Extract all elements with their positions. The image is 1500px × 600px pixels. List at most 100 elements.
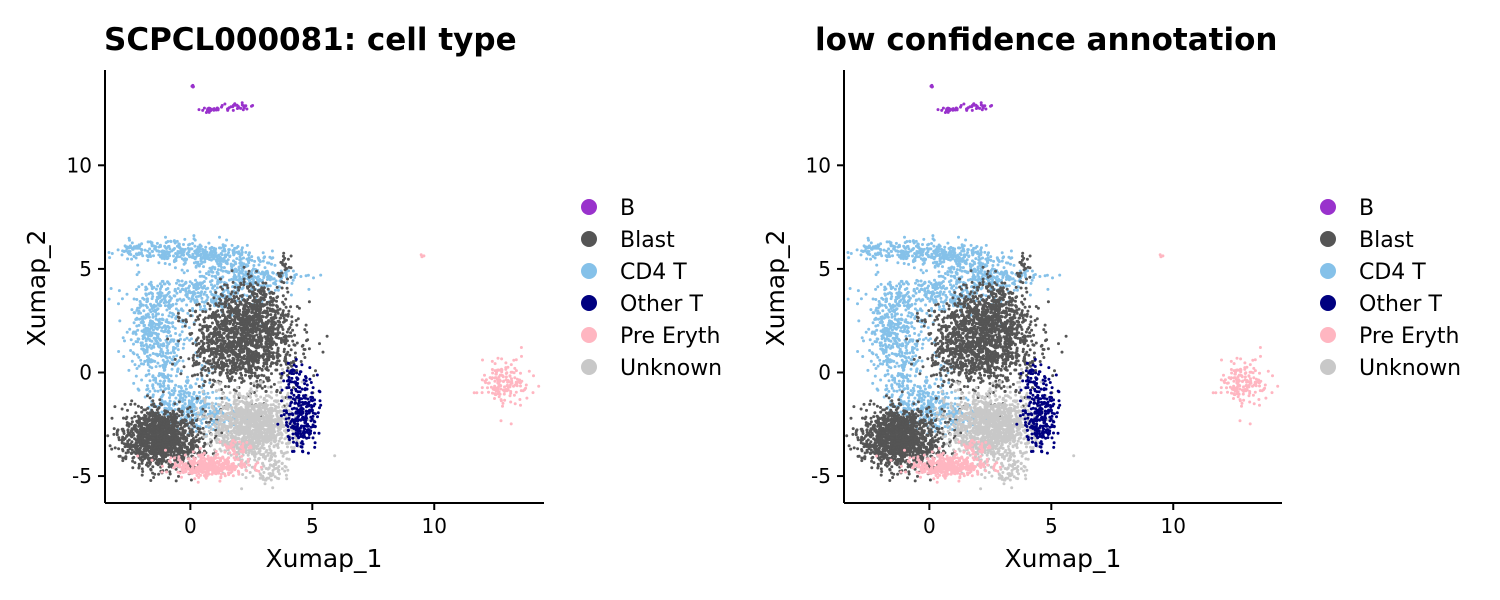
data-point	[171, 411, 175, 415]
data-point	[258, 366, 262, 370]
data-point	[249, 338, 253, 342]
data-point	[146, 313, 150, 317]
data-point	[113, 405, 117, 409]
data-point	[193, 244, 197, 248]
data-point	[202, 356, 206, 360]
data-point	[158, 317, 162, 321]
data-point	[150, 297, 154, 301]
data-point	[207, 256, 211, 260]
data-point	[110, 252, 114, 255]
data-point	[183, 431, 187, 435]
data-point	[171, 362, 174, 366]
data-point	[262, 276, 266, 279]
data-point	[207, 348, 211, 352]
data-point	[130, 440, 134, 444]
data-point	[262, 298, 266, 302]
data-point	[158, 243, 162, 247]
data-point	[264, 390, 268, 393]
data-point	[172, 347, 175, 351]
data-point	[130, 416, 134, 420]
data-point	[230, 307, 234, 311]
data-point	[188, 280, 192, 284]
data-point	[160, 425, 164, 429]
data-point	[132, 342, 135, 346]
data-point	[242, 350, 246, 354]
data-point	[185, 336, 189, 340]
data-point	[195, 396, 199, 400]
data-point	[262, 354, 265, 358]
data-point	[109, 287, 113, 290]
data-point	[224, 348, 228, 352]
data-point	[284, 262, 287, 266]
data-point	[237, 265, 241, 269]
data-point	[161, 344, 165, 348]
data-point	[141, 450, 145, 454]
data-point	[140, 406, 143, 409]
data-point	[158, 345, 161, 349]
data-point	[156, 382, 160, 386]
data-point	[216, 259, 219, 263]
data-point	[190, 444, 193, 448]
data-point	[289, 323, 293, 327]
data-point	[180, 447, 183, 451]
data-point	[211, 293, 214, 297]
data-point	[230, 318, 234, 322]
data-point	[210, 385, 213, 389]
data-point	[289, 293, 293, 297]
data-point	[141, 337, 145, 341]
data-point	[207, 396, 211, 400]
data-point	[200, 378, 204, 381]
data-point	[157, 374, 161, 378]
data-point	[127, 252, 131, 256]
data-point	[107, 297, 111, 301]
data-point	[108, 444, 112, 448]
data-point	[247, 261, 251, 265]
data-point	[167, 329, 170, 332]
data-point	[228, 313, 232, 317]
data-point	[180, 257, 184, 261]
data-point	[206, 359, 210, 363]
data-point	[288, 353, 292, 357]
data-point	[282, 335, 286, 339]
data-point	[224, 297, 228, 301]
data-point	[229, 292, 233, 296]
data-point	[223, 253, 227, 257]
data-point	[244, 369, 248, 373]
data-point	[211, 390, 215, 394]
data-point	[225, 325, 228, 329]
data-point	[271, 271, 275, 275]
data-point	[229, 264, 233, 268]
data-point	[108, 256, 112, 260]
data-point	[151, 315, 155, 319]
data-point	[135, 298, 139, 301]
data-point	[267, 356, 271, 359]
data-point	[256, 283, 260, 287]
data-point	[129, 349, 133, 352]
data-point	[201, 332, 205, 336]
data-point	[183, 338, 186, 342]
data-point	[158, 445, 161, 449]
data-point	[263, 266, 267, 270]
data-point	[221, 314, 224, 317]
data-point	[225, 362, 229, 366]
data-point	[121, 459, 125, 463]
data-point	[268, 300, 272, 304]
data-point	[230, 243, 234, 247]
data-point	[154, 332, 158, 335]
data-point	[138, 300, 142, 303]
data-point	[272, 281, 276, 285]
data-point	[314, 369, 317, 373]
data-point	[182, 365, 186, 369]
data-point	[212, 314, 216, 318]
data-point	[215, 303, 218, 307]
data-point	[212, 360, 216, 364]
data-point	[270, 249, 274, 253]
data-point	[177, 339, 181, 343]
data-point	[152, 476, 156, 479]
data-point	[247, 309, 251, 313]
data-point	[294, 319, 298, 322]
data-point	[214, 291, 218, 294]
data-point	[151, 436, 155, 440]
data-point	[281, 294, 285, 298]
data-point	[234, 283, 238, 287]
